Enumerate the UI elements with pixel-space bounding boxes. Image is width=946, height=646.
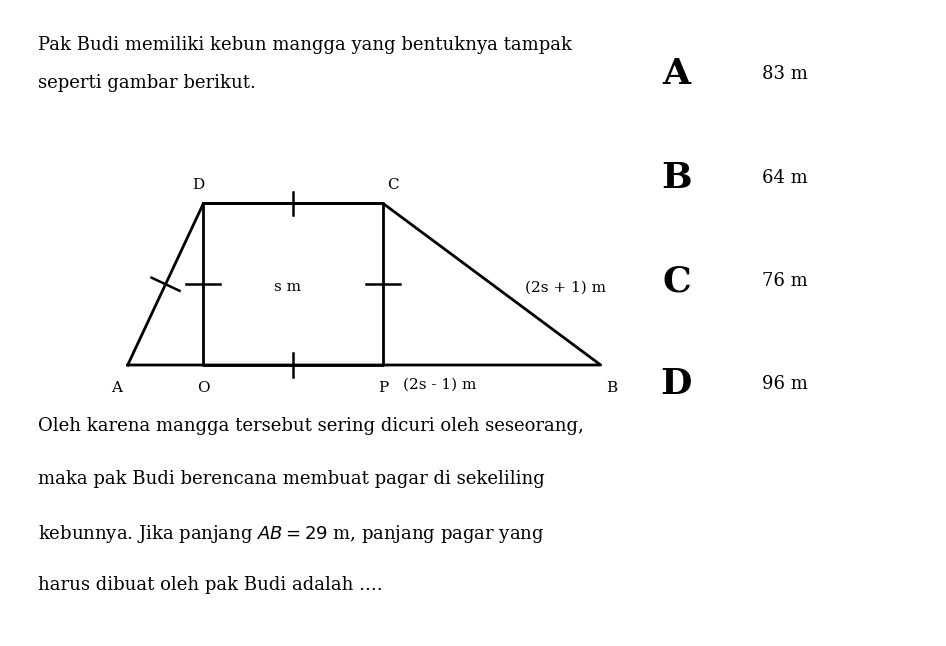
Text: B: B <box>606 381 618 395</box>
Text: D: D <box>193 178 204 192</box>
Text: kebunnya. Jika panjang $AB = 29$ m, panjang pagar yang: kebunnya. Jika panjang $AB = 29$ m, panj… <box>38 523 544 545</box>
Text: C: C <box>387 178 398 192</box>
Text: C: C <box>662 264 691 298</box>
Text: seperti gambar berikut.: seperti gambar berikut. <box>38 74 255 92</box>
Text: Oleh karena mangga tersebut sering dicuri oleh seseorang,: Oleh karena mangga tersebut sering dicur… <box>38 417 584 435</box>
Text: Pak Budi memiliki kebun mangga yang bentuknya tampak: Pak Budi memiliki kebun mangga yang bent… <box>38 36 571 54</box>
Text: A: A <box>662 57 691 91</box>
Text: (2s + 1) m: (2s + 1) m <box>525 280 606 295</box>
Text: 64 m: 64 m <box>762 169 807 187</box>
Text: harus dibuat oleh pak Budi adalah ....: harus dibuat oleh pak Budi adalah .... <box>38 576 382 594</box>
Text: (2s - 1) m: (2s - 1) m <box>403 378 477 392</box>
Text: D: D <box>660 368 692 401</box>
Text: P: P <box>378 381 388 395</box>
Text: A: A <box>111 381 122 395</box>
Text: 83 m: 83 m <box>762 65 807 83</box>
Text: maka pak Budi berencana membuat pagar di sekeliling: maka pak Budi berencana membuat pagar di… <box>38 470 545 488</box>
Text: B: B <box>661 161 692 194</box>
Text: 96 m: 96 m <box>762 375 807 393</box>
Text: s m: s m <box>273 280 301 295</box>
Text: 76 m: 76 m <box>762 272 807 290</box>
Text: O: O <box>197 381 210 395</box>
